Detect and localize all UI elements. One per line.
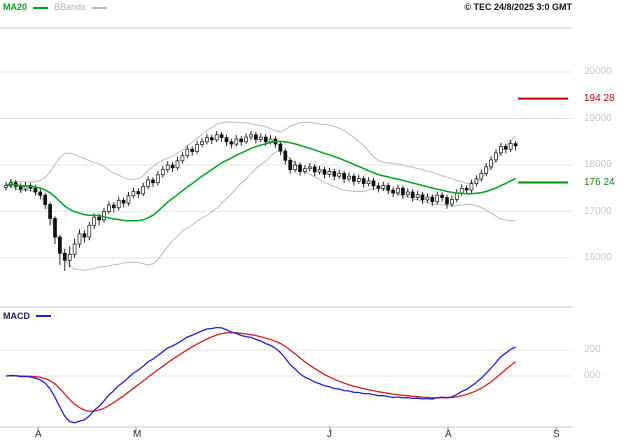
- price-axis-label: 18000: [584, 159, 612, 170]
- price-panel-legend: MA20 BBands: [3, 2, 107, 13]
- ma20-legend-swatch: [33, 6, 49, 9]
- bbands-legend-swatch: [91, 6, 107, 9]
- price-axis-label: 20000: [584, 66, 612, 77]
- price-axis-label: 16000: [584, 252, 612, 263]
- price-axis-label: 19000: [584, 112, 612, 124]
- support-level-label: 176 24: [584, 176, 615, 188]
- bbands-legend-label: BBands: [54, 2, 86, 12]
- month-label: M: [133, 429, 142, 440]
- month-label: A: [445, 429, 452, 440]
- ma20-legend-label: MA20: [3, 2, 28, 12]
- macd-legend-swatch: [36, 315, 51, 317]
- macd-axis-label: 000: [584, 370, 601, 381]
- macd-panel-legend: MACD: [3, 311, 51, 321]
- month-label: J: [327, 429, 332, 440]
- month-label: A: [35, 429, 42, 440]
- price-axis-label: 17000: [584, 205, 612, 217]
- macd-legend-label: MACD: [3, 311, 30, 321]
- month-label: S: [553, 429, 560, 440]
- copyright-text: © TEC 24/8/2025 3:0 GMT: [464, 2, 572, 12]
- macd-axis-label: 200: [584, 344, 601, 355]
- resistance-level-label: 194 28: [584, 92, 615, 104]
